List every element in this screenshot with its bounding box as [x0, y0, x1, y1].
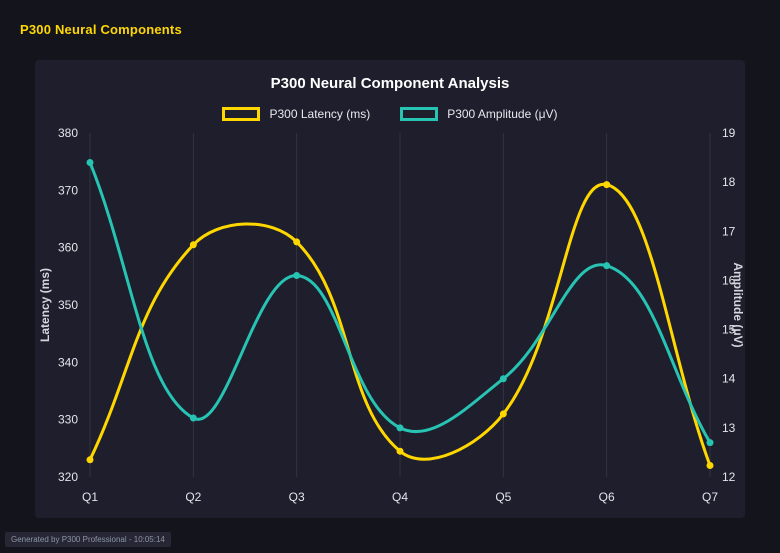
x-tick-label: Q1: [82, 490, 98, 504]
y-tick-label-left: 350: [58, 298, 78, 312]
x-tick-label: Q3: [289, 490, 305, 504]
data-point[interactable]: [706, 439, 714, 447]
data-point[interactable]: [189, 414, 197, 422]
legend-item[interactable]: P300 Amplitude (μV): [400, 107, 558, 121]
chart-legend: P300 Latency (ms) P300 Amplitude (μV): [35, 105, 745, 123]
y-tick-label-right: 17: [722, 224, 736, 238]
line-chart: Q1 Q2 Q3 Q4 Q5 Q6 Q7 320 330 340 350 360 370 380 12 13 1…: [38, 126, 745, 504]
data-point[interactable]: [499, 410, 507, 418]
chart-title: P300 Neural Component Analysis: [270, 75, 510, 92]
data-point[interactable]: [189, 241, 197, 249]
y-tick-label-right: 15: [722, 323, 736, 337]
data-point[interactable]: [293, 238, 301, 246]
y-tick-label-left: 370: [58, 183, 78, 197]
data-point[interactable]: [603, 181, 611, 189]
data-point[interactable]: [396, 447, 404, 455]
chart-panel: P300 Neural Component Analysis P300 Late…: [35, 60, 745, 518]
y-tick-label-left: 320: [58, 470, 78, 484]
legend-swatch: [222, 107, 261, 121]
right-axis-title: Amplitude (μV): [731, 262, 745, 347]
x-tick-label: Q7: [702, 490, 718, 504]
data-point[interactable]: [396, 424, 404, 432]
x-tick-label: Q5: [495, 490, 511, 504]
y-tick-label-right: 16: [722, 273, 736, 287]
legend-label: P300 Amplitude (μV): [447, 107, 558, 121]
legend-swatch: [400, 107, 439, 121]
page-title: P300 Neural Components: [20, 22, 182, 37]
y-tick-label-right: 14: [722, 372, 736, 386]
x-tick-label: Q6: [599, 490, 615, 504]
y-tick-label-left: 330: [58, 413, 78, 427]
data-point[interactable]: [86, 158, 94, 166]
x-tick-label: Q2: [185, 490, 201, 504]
data-point[interactable]: [706, 462, 714, 470]
y-tick-label-right: 19: [722, 126, 736, 140]
footer-badge: Generated by P300 Professional - 10:05:1…: [5, 532, 171, 547]
legend-item[interactable]: P300 Latency (ms): [222, 107, 370, 121]
y-tick-label-left: 340: [58, 355, 78, 369]
y-tick-label-left: 380: [58, 126, 78, 140]
data-point[interactable]: [603, 262, 611, 270]
y-tick-label-right: 13: [722, 421, 736, 435]
y-tick-label-right: 18: [722, 175, 736, 189]
left-axis-title: Latency (ms): [38, 268, 52, 342]
x-tick-label: Q4: [392, 490, 408, 504]
data-point[interactable]: [293, 272, 301, 280]
y-tick-label-left: 360: [58, 241, 78, 255]
y-tick-label-right: 12: [722, 470, 736, 484]
legend-label: P300 Latency (ms): [269, 107, 371, 121]
data-point[interactable]: [499, 375, 507, 383]
data-point[interactable]: [86, 456, 94, 464]
